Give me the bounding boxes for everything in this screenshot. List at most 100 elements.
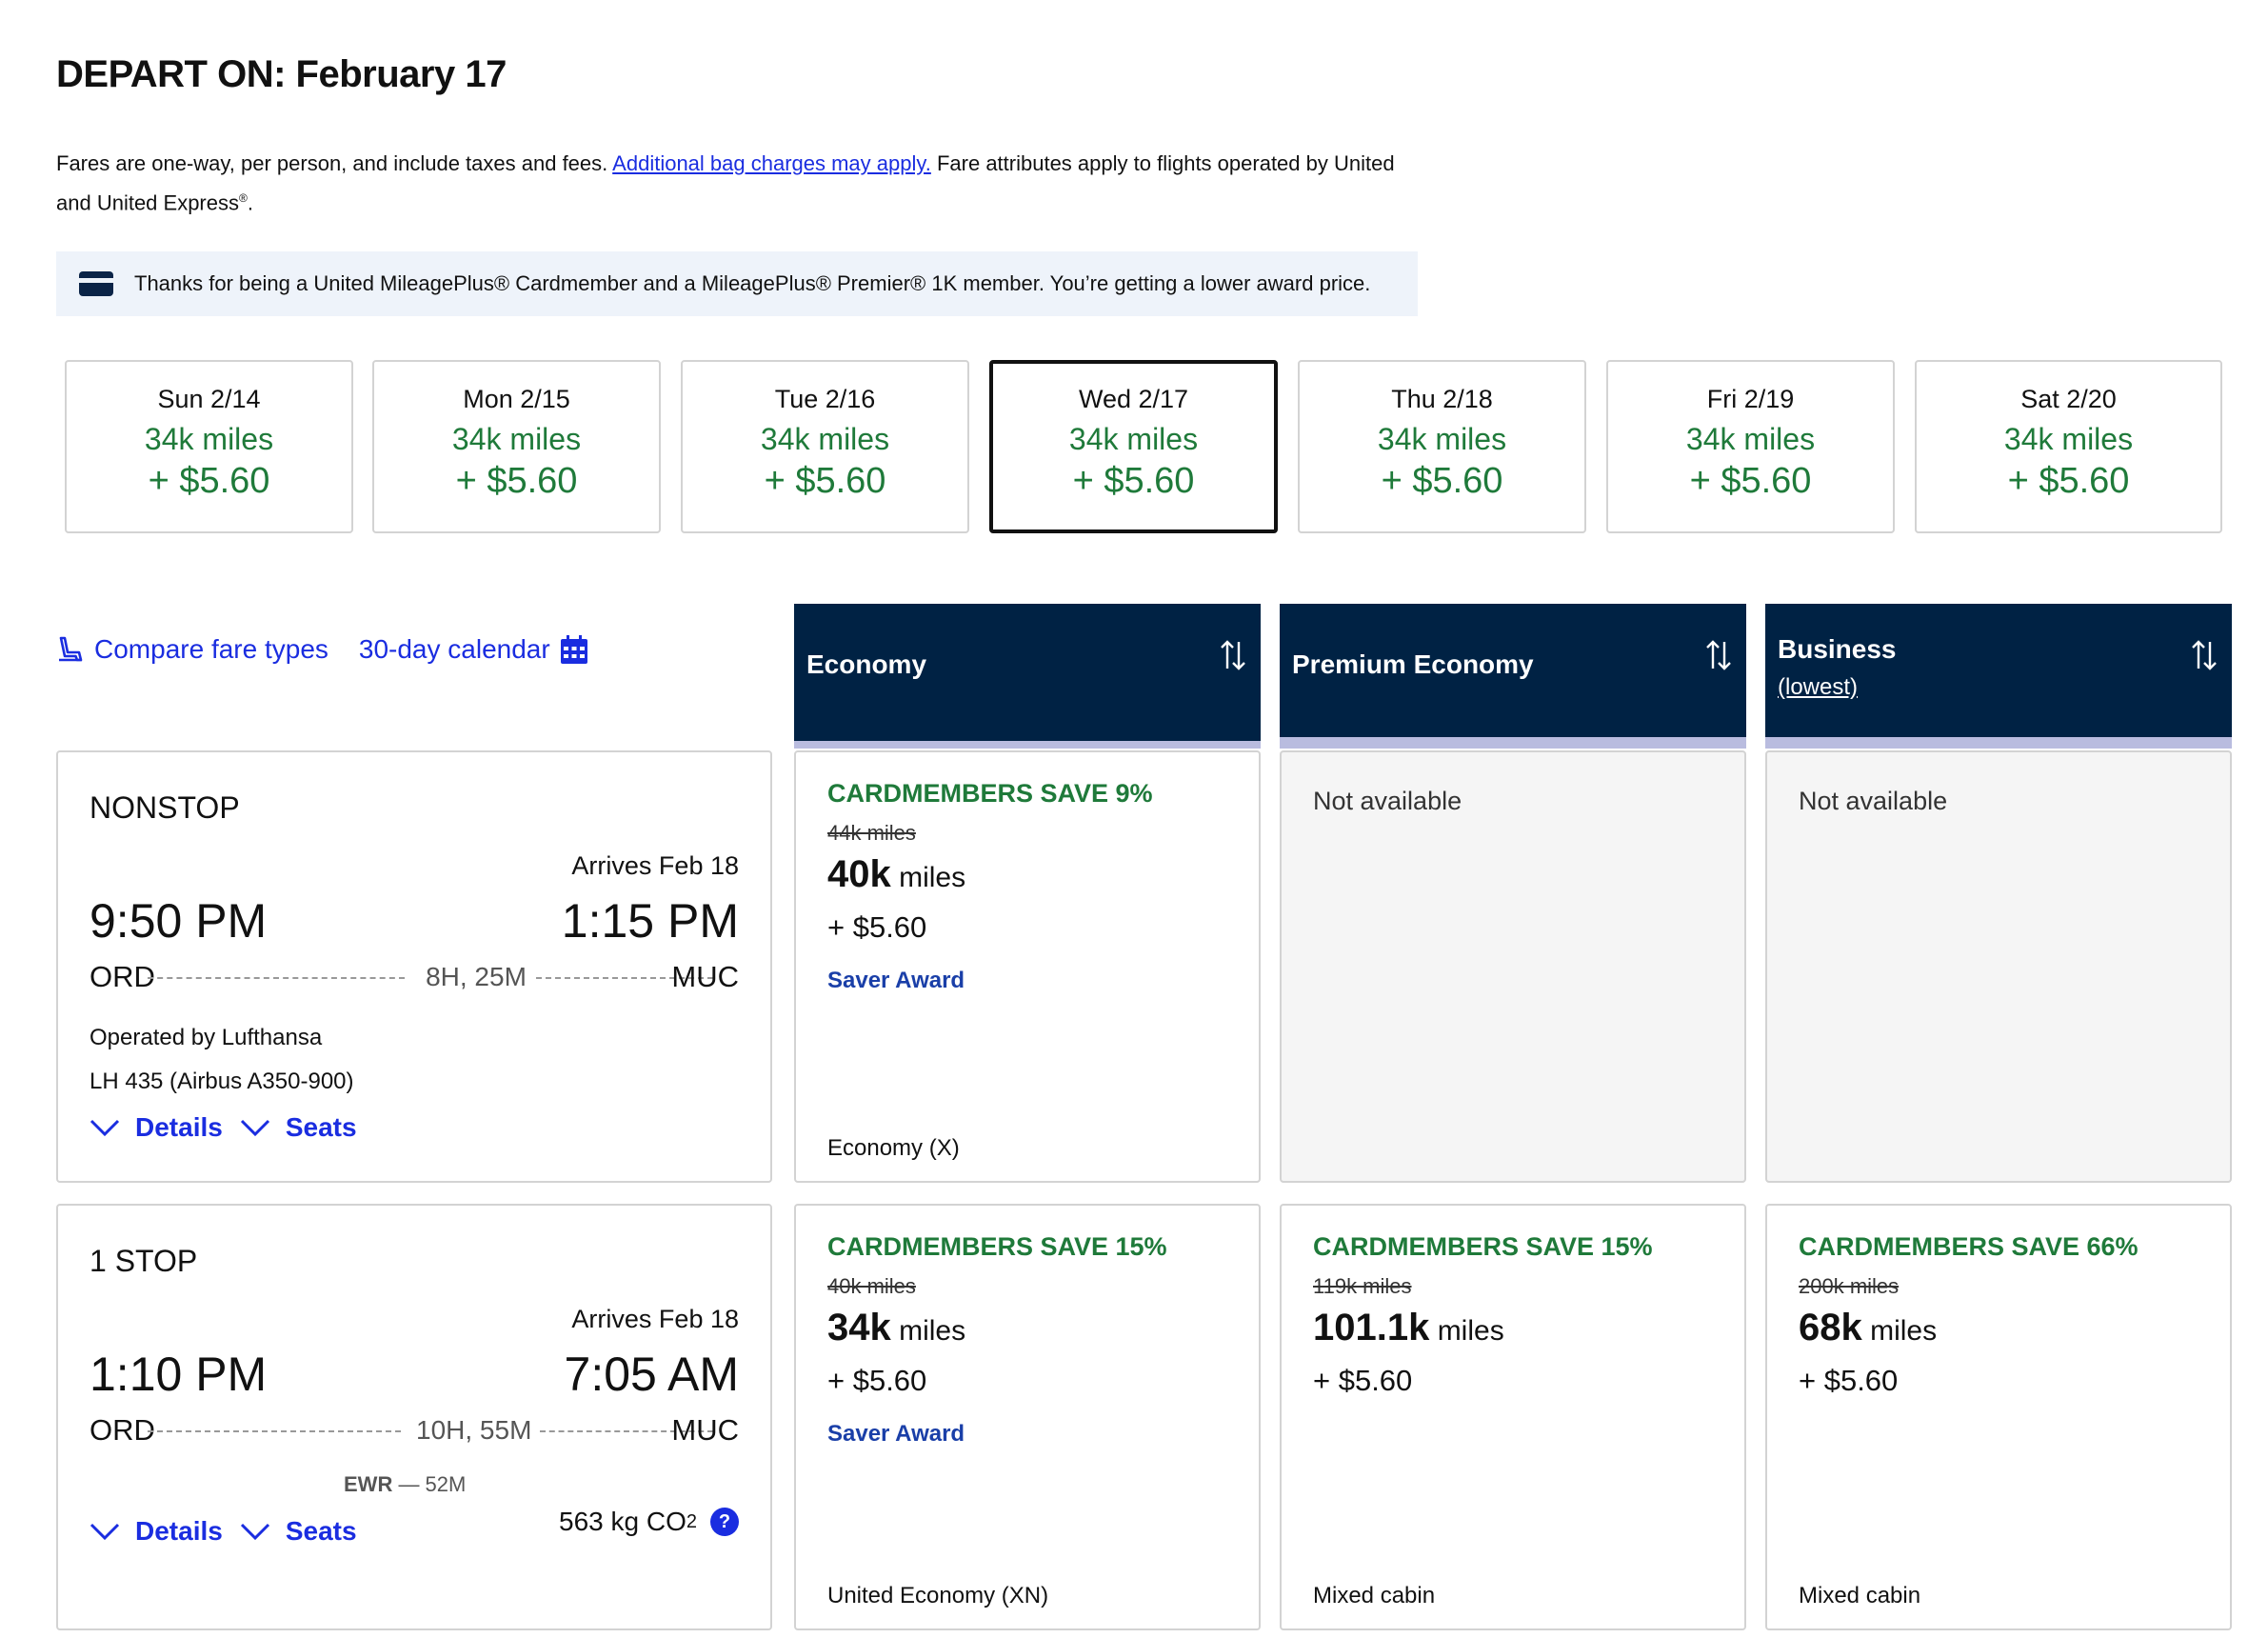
- miles-unit: miles: [1870, 1315, 1938, 1347]
- layover-duration: — 52M: [392, 1472, 467, 1496]
- flight-duration: 10H, 55M: [416, 1415, 532, 1445]
- chevron-down-icon: [90, 1119, 120, 1137]
- date-label: Mon 2/15: [463, 385, 570, 413]
- connection-airport: EWR: [344, 1472, 393, 1496]
- column-sublabel[interactable]: (lowest): [1778, 674, 1859, 700]
- date-label: Wed 2/17: [1078, 385, 1189, 413]
- date-card-fri[interactable]: Fri 2/19 34k miles + $5.60: [1606, 360, 1895, 533]
- not-available-label: Not available: [1313, 787, 1462, 815]
- 30-day-calendar-link[interactable]: 30-day calendar: [359, 634, 588, 665]
- co2-value: 563 kg CO: [559, 1507, 686, 1536]
- date-card-sun[interactable]: Sun 2/14 34k miles + $5.60: [65, 360, 353, 533]
- fare-cell-economy-1-stop[interactable]: CARDMEMBERS SAVE 15% 40k miles 34k miles…: [794, 1204, 1261, 1630]
- seats-label: Seats: [285, 1112, 357, 1142]
- disclaimer-text-2: Fare attributes apply to flights operate…: [56, 151, 1395, 215]
- award-miles: 101.1k miles: [1313, 1307, 1504, 1349]
- saver-award-link[interactable]: Saver Award: [827, 968, 965, 993]
- column-label: Business: [1778, 634, 1897, 664]
- seats-toggle[interactable]: Seats: [240, 1112, 357, 1143]
- date-price: + $5.60: [2007, 461, 2130, 501]
- seats-label: Seats: [285, 1516, 357, 1546]
- stops-label: NONSTOP: [90, 790, 240, 825]
- co2-emissions: 563 kg CO 2 ?: [559, 1507, 739, 1537]
- calendar-label: 30-day calendar: [358, 634, 550, 664]
- award-miles: 68k miles: [1799, 1307, 1937, 1349]
- column-label: Economy: [806, 649, 927, 679]
- not-available-label: Not available: [1799, 787, 1948, 815]
- chevron-down-icon: [240, 1119, 269, 1137]
- sort-icon[interactable]: [1219, 638, 1247, 672]
- date-card-wed-selected[interactable]: Wed 2/17 34k miles + $5.60: [989, 360, 1278, 533]
- details-toggle[interactable]: Details: [90, 1516, 223, 1547]
- award-miles: 34k miles: [827, 1307, 965, 1349]
- date-card-mon[interactable]: Mon 2/15 34k miles + $5.60: [372, 360, 661, 533]
- bag-charges-link[interactable]: Additional bag charges may apply.: [612, 151, 931, 175]
- miles-value: 68k: [1799, 1307, 1862, 1348]
- taxes: + $5.60: [1313, 1364, 1413, 1397]
- arrival-date: Arrives Feb 18: [571, 851, 739, 880]
- date-miles: 34k miles: [760, 422, 890, 456]
- date-card-thu[interactable]: Thu 2/18 34k miles + $5.60: [1298, 360, 1586, 533]
- route-line: [540, 1430, 713, 1432]
- fare-cell-economy-nonstop[interactable]: CARDMEMBERS SAVE 9% 44k miles 40k miles …: [794, 750, 1261, 1183]
- stops-label: 1 STOP: [90, 1244, 198, 1278]
- column-header-economy[interactable]: Economy: [794, 604, 1261, 749]
- flight-links: Details Seats: [90, 1516, 374, 1547]
- date-price: + $5.60: [1689, 461, 1812, 501]
- date-card-tue[interactable]: Tue 2/16 34k miles + $5.60: [681, 360, 969, 533]
- arrival-time: 7:05 AM: [564, 1348, 739, 1401]
- original-miles: 200k miles: [1799, 1274, 1900, 1298]
- column-label: Premium Economy: [1292, 649, 1534, 679]
- date-label: Thu 2/18: [1391, 385, 1493, 413]
- flight-card-1-stop: 1 STOP Arrives Feb 18 1:10 PM 7:05 AM OR…: [56, 1204, 772, 1630]
- origin-airport: ORD: [90, 1413, 155, 1447]
- original-miles: 40k miles: [827, 1274, 916, 1298]
- savings-badge: CARDMEMBERS SAVE 66%: [1799, 1232, 2139, 1261]
- savings-badge: CARDMEMBERS SAVE 15%: [1313, 1232, 1653, 1261]
- credit-card-icon: [79, 271, 113, 296]
- miles-value: 101.1k: [1313, 1307, 1430, 1348]
- details-label: Details: [135, 1112, 223, 1142]
- compare-fare-types-link[interactable]: Compare fare types: [56, 634, 328, 665]
- disclaimer-end: .: [247, 190, 253, 215]
- fare-cell-business-1-stop[interactable]: CARDMEMBERS SAVE 66% 200k miles 68k mile…: [1765, 1204, 2232, 1630]
- connection-info: EWR — 52M: [344, 1472, 466, 1497]
- flight-links: Details Seats: [90, 1112, 374, 1143]
- help-icon[interactable]: ?: [710, 1508, 739, 1536]
- sort-icon[interactable]: [2190, 638, 2218, 672]
- date-label: Tue 2/16: [774, 385, 876, 413]
- details-toggle[interactable]: Details: [90, 1112, 223, 1143]
- route-line: [536, 977, 713, 979]
- miles-value: 34k: [827, 1307, 891, 1348]
- fare-cell-premium-1-stop[interactable]: CARDMEMBERS SAVE 15% 119k miles 101.1k m…: [1280, 1204, 1746, 1630]
- banner-text: Thanks for being a United MileagePlus® C…: [134, 271, 1371, 295]
- date-price: + $5.60: [1381, 461, 1503, 501]
- cardmember-banner: Thanks for being a United MileagePlus® C…: [56, 251, 1418, 316]
- compare-label: Compare fare types: [94, 634, 328, 664]
- destination-airport: MUC: [671, 1413, 739, 1447]
- flight-equipment: LH 435 (Airbus A350-900): [90, 1069, 354, 1094]
- disclaimer-text: Fares are one-way, per person, and inclu…: [56, 151, 613, 175]
- arrival-date: Arrives Feb 18: [571, 1305, 739, 1333]
- route-line: [148, 977, 405, 979]
- column-header-business[interactable]: Business (lowest): [1765, 604, 2232, 749]
- chevron-down-icon: [90, 1523, 120, 1541]
- departure-time: 9:50 PM: [90, 894, 268, 948]
- taxes: + $5.60: [827, 910, 927, 944]
- sort-icon[interactable]: [1704, 638, 1733, 672]
- column-header-premium-economy[interactable]: Premium Economy: [1280, 604, 1746, 749]
- date-miles: 34k miles: [144, 422, 274, 456]
- details-label: Details: [135, 1516, 223, 1546]
- saver-award-link[interactable]: Saver Award: [827, 1421, 965, 1447]
- registered-mark: ®: [239, 191, 248, 205]
- date-card-sat[interactable]: Sat 2/20 34k miles + $5.60: [1915, 360, 2222, 533]
- date-label: Fri 2/19: [1706, 385, 1795, 413]
- fare-class: Mixed cabin: [1313, 1583, 1436, 1608]
- date-label: Sat 2/20: [2020, 385, 2117, 413]
- origin-airport: ORD: [90, 960, 155, 993]
- date-miles: 34k miles: [1068, 422, 1199, 456]
- seats-toggle[interactable]: Seats: [240, 1516, 357, 1547]
- fare-cell-business-nonstop: Not available: [1765, 750, 2232, 1183]
- chevron-down-icon: [240, 1523, 269, 1541]
- date-miles: 34k miles: [2003, 422, 2134, 456]
